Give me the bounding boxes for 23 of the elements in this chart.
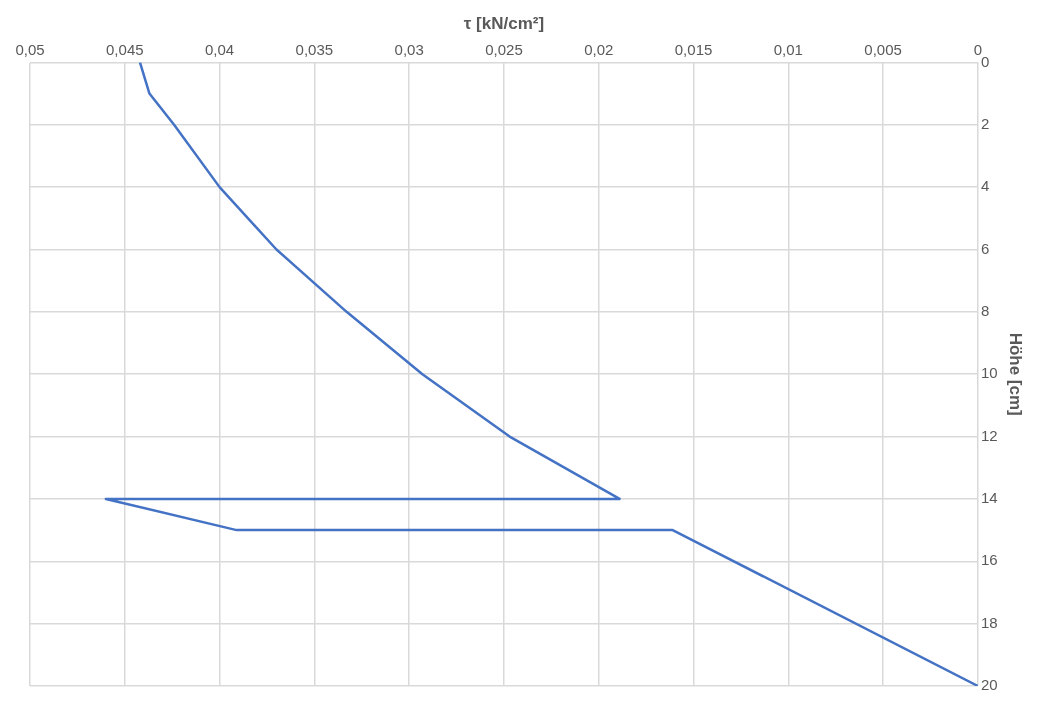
- x-tick-label: 0,02: [584, 40, 614, 58]
- x-tick-label: 0,005: [864, 40, 902, 58]
- x-tick-label: 0,01: [773, 40, 803, 58]
- y-tick-label: 14: [980, 489, 998, 507]
- x-tick-label: 0,03: [394, 40, 424, 58]
- x-tick-label: 0,025: [485, 40, 523, 58]
- y-tick-label: 2: [980, 114, 990, 132]
- y-tick-label: 18: [980, 613, 998, 631]
- y-tick-label: 6: [980, 239, 990, 257]
- y-tick-label: 0: [980, 52, 990, 70]
- x-axis-title: τ [kN/cm²]: [463, 13, 545, 33]
- y-tick-label: 16: [980, 551, 998, 569]
- x-tick-label: 0,05: [15, 40, 45, 58]
- y-tick-label: 10: [980, 364, 998, 382]
- y-tick-label: 12: [980, 426, 998, 444]
- y-tick-label: 8: [980, 301, 990, 319]
- x-tick-label: 0,04: [204, 40, 235, 58]
- x-tick-label: 0,045: [106, 40, 144, 58]
- y-axis-title: Höhe [cm]: [1006, 332, 1026, 416]
- x-tick-label: 0,015: [674, 40, 713, 58]
- x-tick-label: 0,035: [295, 40, 334, 58]
- y-tick-label: 20: [980, 676, 998, 694]
- y-tick-label: 4: [980, 177, 990, 195]
